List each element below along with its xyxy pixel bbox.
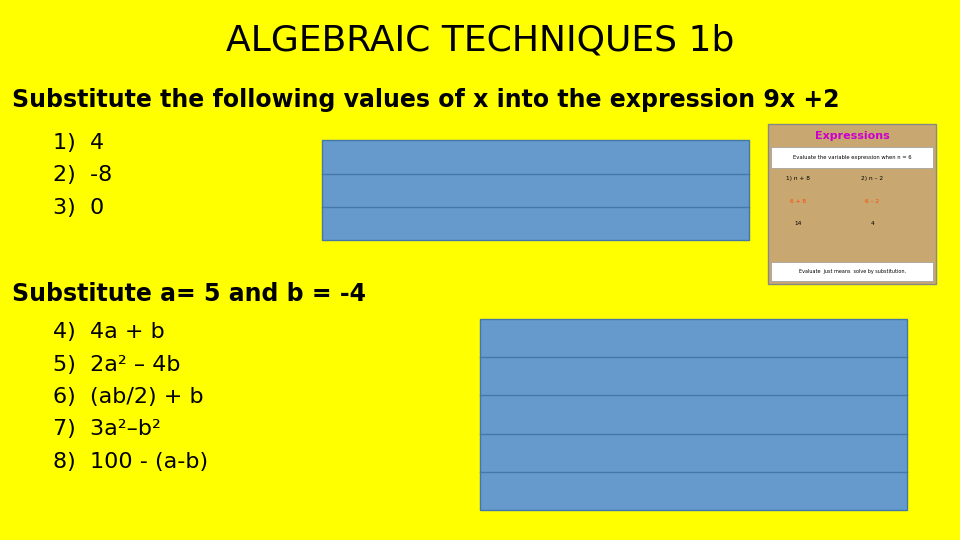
Text: 6 + 8: 6 + 8 — [790, 199, 806, 205]
Text: Evaluate  just means  solve by substitution.: Evaluate just means solve by substitutio… — [799, 269, 905, 274]
Text: 3)  0: 3) 0 — [53, 198, 104, 218]
Text: 8)  100 - (a-b): 8) 100 - (a-b) — [53, 451, 208, 472]
FancyBboxPatch shape — [768, 124, 936, 284]
FancyBboxPatch shape — [480, 319, 907, 510]
Text: 7)  3a²–b²: 7) 3a²–b² — [53, 419, 160, 440]
Text: Expressions: Expressions — [815, 131, 889, 140]
FancyBboxPatch shape — [322, 140, 749, 240]
Text: 6 – 2: 6 – 2 — [865, 199, 879, 205]
Text: 2)  -8: 2) -8 — [53, 165, 112, 186]
Text: 5)  2a² – 4b: 5) 2a² – 4b — [53, 354, 180, 375]
FancyBboxPatch shape — [771, 147, 933, 168]
Text: Evaluate the variable expression when n = 6: Evaluate the variable expression when n … — [793, 155, 911, 160]
Text: Substitute the following values of x into the expression 9x +2: Substitute the following values of x int… — [12, 88, 839, 112]
Text: 1) n + 8: 1) n + 8 — [786, 176, 810, 181]
Text: 2) n – 2: 2) n – 2 — [861, 176, 883, 181]
FancyBboxPatch shape — [771, 262, 933, 281]
Text: 14: 14 — [795, 221, 802, 226]
Text: 6)  (ab/2) + b: 6) (ab/2) + b — [53, 387, 204, 407]
Text: 1)  4: 1) 4 — [53, 133, 104, 153]
Text: ALGEBRAIC TECHNIQUES 1b: ALGEBRAIC TECHNIQUES 1b — [226, 24, 734, 57]
Text: 4: 4 — [871, 221, 874, 226]
Text: 4)  4a + b: 4) 4a + b — [53, 322, 164, 342]
Text: Substitute a= 5 and b = -4: Substitute a= 5 and b = -4 — [12, 282, 366, 306]
